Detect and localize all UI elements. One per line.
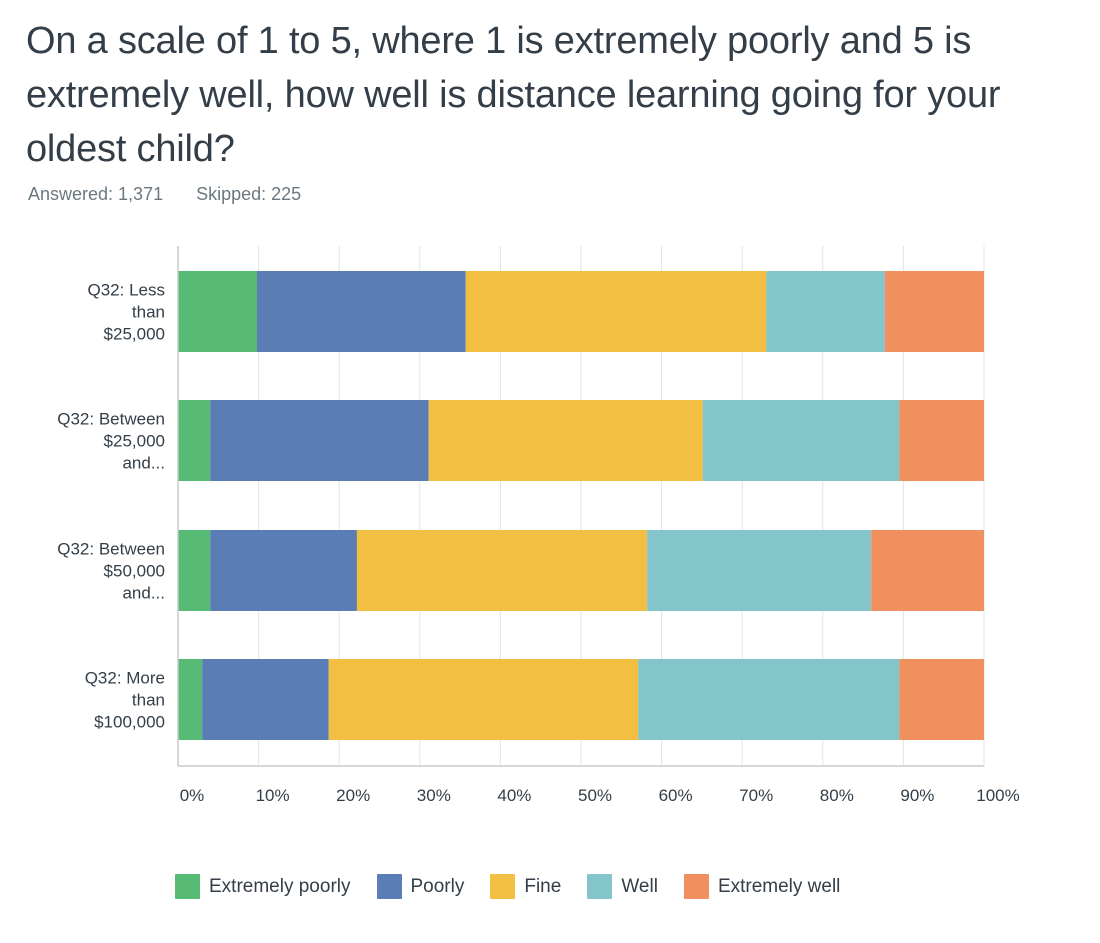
x-tick-label: 60%	[659, 786, 693, 805]
legend-item: Fine	[490, 874, 561, 899]
x-tick-label: 50%	[578, 786, 612, 805]
bar-segment	[356, 530, 648, 611]
question-title: On a scale of 1 to 5, where 1 is extreme…	[26, 20, 1001, 170]
bar-segment	[256, 271, 466, 352]
skipped-count: Skipped: 225	[196, 184, 302, 204]
legend-item: Poorly	[376, 874, 465, 899]
legend-label: Fine	[524, 875, 562, 897]
bar-segment	[899, 400, 984, 481]
legend-swatch	[587, 874, 613, 899]
bar-segment	[328, 659, 639, 740]
x-tick-label: 10%	[256, 786, 290, 805]
category-labels: Q32: Less than $25,000 Q32: Between $25,000 a…	[57, 281, 165, 732]
category-label: $25,000	[104, 432, 165, 451]
x-tick-label: 20%	[336, 786, 370, 805]
stacked-bar-chart: Q32: Less than $25,000 Q32: Between $25,000 a…	[57, 246, 1020, 805]
x-tick-label: 100%	[976, 786, 1019, 805]
category-label: $25,000	[104, 325, 165, 344]
response-stats: Answered: 1,371 Skipped: 225	[28, 184, 329, 205]
bar-segment	[766, 271, 885, 352]
bar-segment	[871, 530, 984, 611]
category-label: $100,000	[94, 713, 165, 732]
chart-legend: Extremely poorly Poorly Fine Well Extremely …	[175, 874, 866, 899]
legend-label: Well	[621, 875, 658, 897]
bar-segment	[178, 271, 257, 352]
bar-segment	[465, 271, 767, 352]
category-label: Q32: More	[85, 669, 165, 688]
bar-segment	[210, 530, 357, 611]
bar-segment	[638, 659, 900, 740]
category-label: and...	[122, 584, 165, 603]
bar-segment	[202, 659, 329, 740]
category-label: Q32: Between	[57, 410, 165, 429]
bar-segment	[647, 530, 872, 611]
x-tick-label: 70%	[739, 786, 773, 805]
bar-segment	[178, 400, 211, 481]
x-tick-label: 80%	[820, 786, 854, 805]
x-tick-label: 40%	[497, 786, 531, 805]
bar-segment	[178, 530, 211, 611]
x-tick-label: 0%	[180, 786, 205, 805]
category-label: and...	[122, 454, 165, 473]
legend-item: Extremely poorly	[175, 874, 351, 899]
category-label: than	[132, 691, 165, 710]
bar-segment	[210, 400, 429, 481]
legend-item: Extremely well	[683, 874, 841, 899]
legend-swatch	[490, 874, 516, 899]
category-label: $50,000	[104, 562, 165, 581]
legend-label: Extremely well	[717, 875, 841, 897]
bar-segment	[899, 659, 984, 740]
legend-label: Extremely poorly	[209, 875, 351, 897]
category-label: Q32: Between	[57, 540, 165, 559]
legend-swatch	[376, 874, 402, 899]
bar-segment	[178, 659, 203, 740]
category-label: Q32: Less	[88, 281, 166, 300]
legend-item: Well	[587, 874, 658, 899]
legend-swatch	[175, 874, 200, 899]
bar-segment	[702, 400, 900, 481]
category-label: than	[132, 303, 165, 322]
bar-segment	[884, 271, 984, 352]
answered-count: Answered: 1,371	[28, 184, 164, 204]
legend-swatch	[683, 874, 709, 899]
x-tick-labels: 0% 10% 20% 30% 40% 50% 60% 70% 80% 90% 100%	[180, 786, 1020, 805]
legend-label: Poorly	[410, 875, 465, 897]
x-tick-label: 90%	[900, 786, 934, 805]
bar-segment	[428, 400, 703, 481]
x-tick-label: 30%	[417, 786, 451, 805]
axes	[177, 246, 984, 767]
bars	[178, 271, 984, 740]
